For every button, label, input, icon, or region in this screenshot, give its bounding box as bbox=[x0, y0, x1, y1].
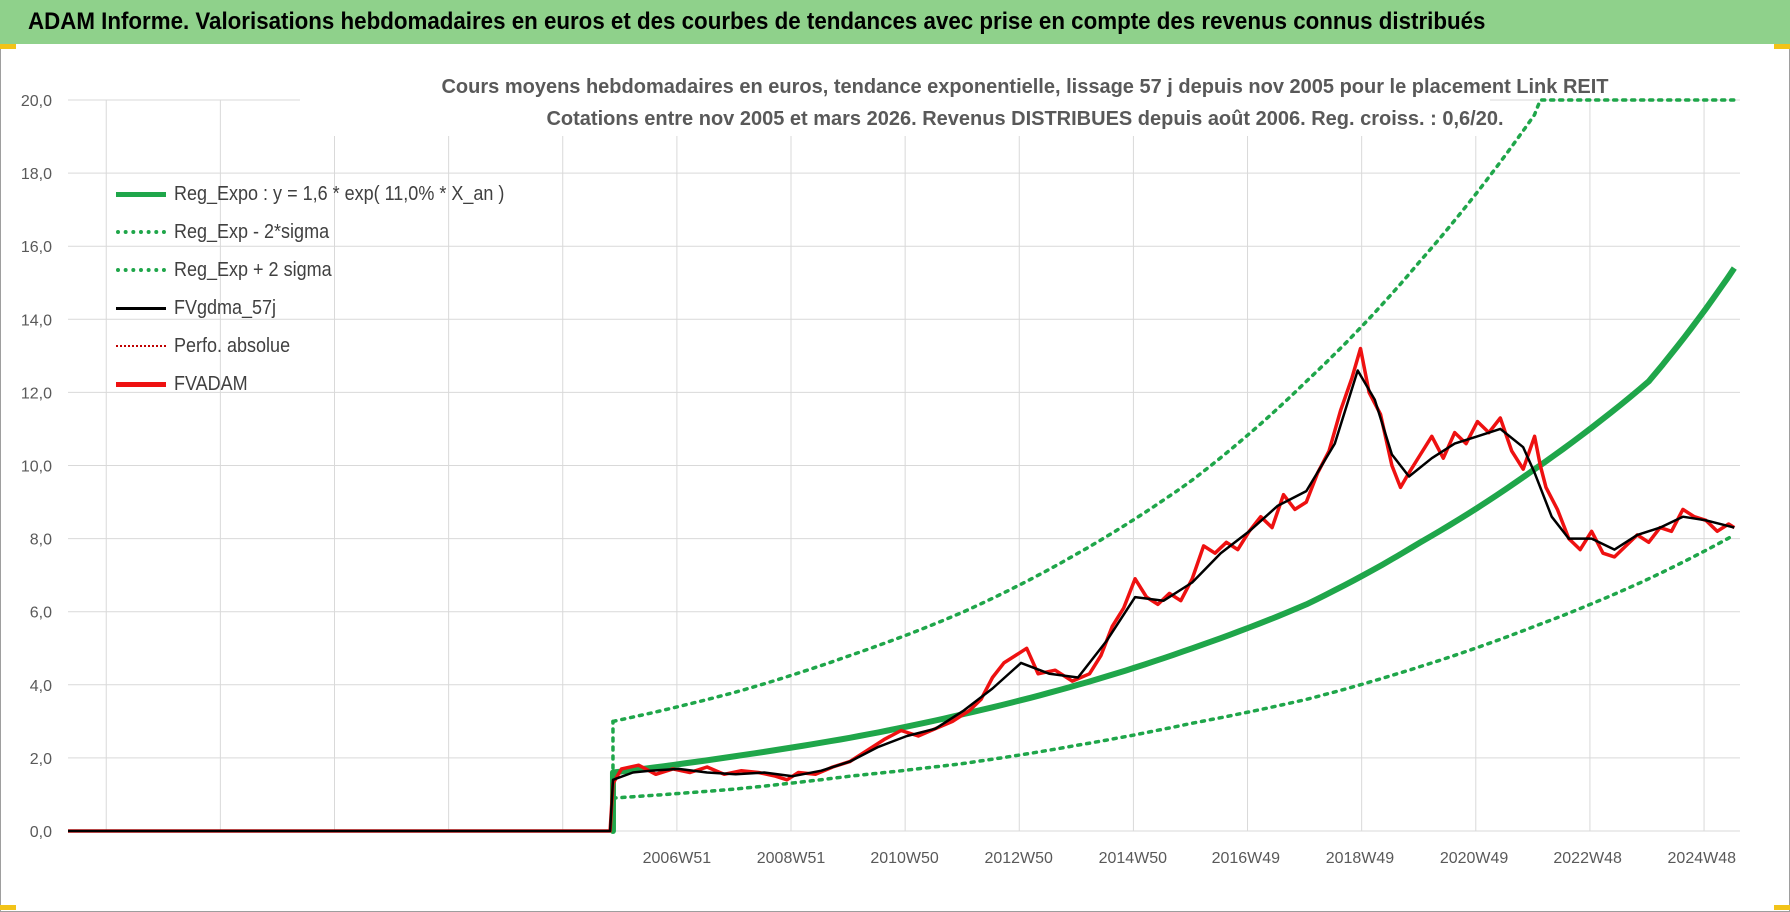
series-line-fvadam bbox=[68, 346, 1736, 833]
chart-title-block: Cours moyens hebdomadaires en euros, ten… bbox=[300, 71, 1750, 135]
legend-item-perfo: Perfo. absolue bbox=[116, 327, 541, 365]
y-tick-label: 10,0 bbox=[21, 459, 52, 476]
y-tick-label: 20,0 bbox=[21, 93, 52, 110]
legend-label: Reg_Exp - 2*sigma bbox=[174, 220, 330, 243]
series-line-reg_low bbox=[611, 533, 1737, 800]
x-tick-label: 2016W49 bbox=[1212, 850, 1281, 867]
legend-swatch-fvgdma bbox=[116, 306, 166, 310]
series-line-fvgdma bbox=[68, 369, 1735, 833]
y-tick-label: 2,0 bbox=[30, 751, 52, 768]
y-tick-label: 6,0 bbox=[30, 605, 52, 622]
x-tick-label: 2014W50 bbox=[1099, 850, 1168, 867]
chart-title: Cours moyens hebdomadaires en euros, ten… bbox=[441, 76, 1609, 98]
legend-swatch-reg_low bbox=[116, 230, 166, 234]
legend-label: FVgdma_57j bbox=[174, 296, 277, 319]
x-tick-label: 2020W49 bbox=[1440, 850, 1509, 867]
legend-swatch-reg_high bbox=[116, 268, 166, 272]
series-line-reg_high bbox=[611, 98, 1737, 724]
corner-accent-top-right bbox=[1774, 44, 1790, 49]
y-tick-label: 4,0 bbox=[30, 678, 52, 695]
chart-legend: Reg_Expo : y = 1,6 * exp( 11,0% * X_an )… bbox=[116, 175, 541, 403]
y-tick-label: 0,0 bbox=[30, 824, 52, 841]
legend-item-fvadam: FVADAM bbox=[116, 365, 541, 403]
corner-accent-bottom-left bbox=[0, 905, 16, 910]
x-tick-label: 2022W48 bbox=[1553, 850, 1622, 867]
y-tick-label: 14,0 bbox=[21, 312, 52, 329]
legend-item-reg_high: Reg_Exp + 2 sigma bbox=[116, 251, 541, 289]
y-tick-label: 12,0 bbox=[21, 385, 52, 402]
corner-accent-top-left bbox=[0, 44, 16, 49]
legend-swatch-reg_expo bbox=[116, 191, 166, 197]
y-tick-label: 16,0 bbox=[21, 239, 52, 256]
legend-swatch-perfo bbox=[116, 345, 166, 347]
x-tick-label: 2010W50 bbox=[870, 850, 939, 867]
y-tick-label: 18,0 bbox=[21, 166, 52, 183]
legend-label: FVADAM bbox=[174, 372, 248, 395]
x-tick-label: 2006W51 bbox=[643, 850, 712, 867]
page-title: ADAM Informe. Valorisations hebdomadaire… bbox=[28, 8, 1486, 35]
legend-item-reg_low: Reg_Exp - 2*sigma bbox=[116, 213, 541, 251]
page-banner: ADAM Informe. Valorisations hebdomadaire… bbox=[0, 0, 1790, 44]
chart-title-background bbox=[300, 68, 1490, 136]
corner-accent-bottom-right bbox=[1774, 905, 1790, 910]
legend-item-reg_expo: Reg_Expo : y = 1,6 * exp( 11,0% * X_an ) bbox=[116, 175, 541, 213]
legend-item-fvgdma: FVgdma_57j bbox=[116, 289, 541, 327]
legend-swatch-fvadam bbox=[116, 381, 166, 387]
chart-subtitle: Cotations entre nov 2005 et mars 2026. R… bbox=[546, 108, 1504, 130]
x-tick-label: 2012W50 bbox=[984, 850, 1053, 867]
x-tick-label: 2008W51 bbox=[757, 850, 826, 867]
legend-label: Reg_Exp + 2 sigma bbox=[174, 258, 332, 281]
series-line-reg_expo bbox=[612, 266, 1737, 776]
x-tick-label: 2024W48 bbox=[1668, 850, 1737, 867]
legend-label: Reg_Expo : y = 1,6 * exp( 11,0% * X_an ) bbox=[174, 182, 505, 205]
x-tick-label: 2018W49 bbox=[1326, 850, 1395, 867]
legend-label: Perfo. absolue bbox=[174, 334, 291, 357]
y-tick-label: 8,0 bbox=[30, 532, 52, 549]
